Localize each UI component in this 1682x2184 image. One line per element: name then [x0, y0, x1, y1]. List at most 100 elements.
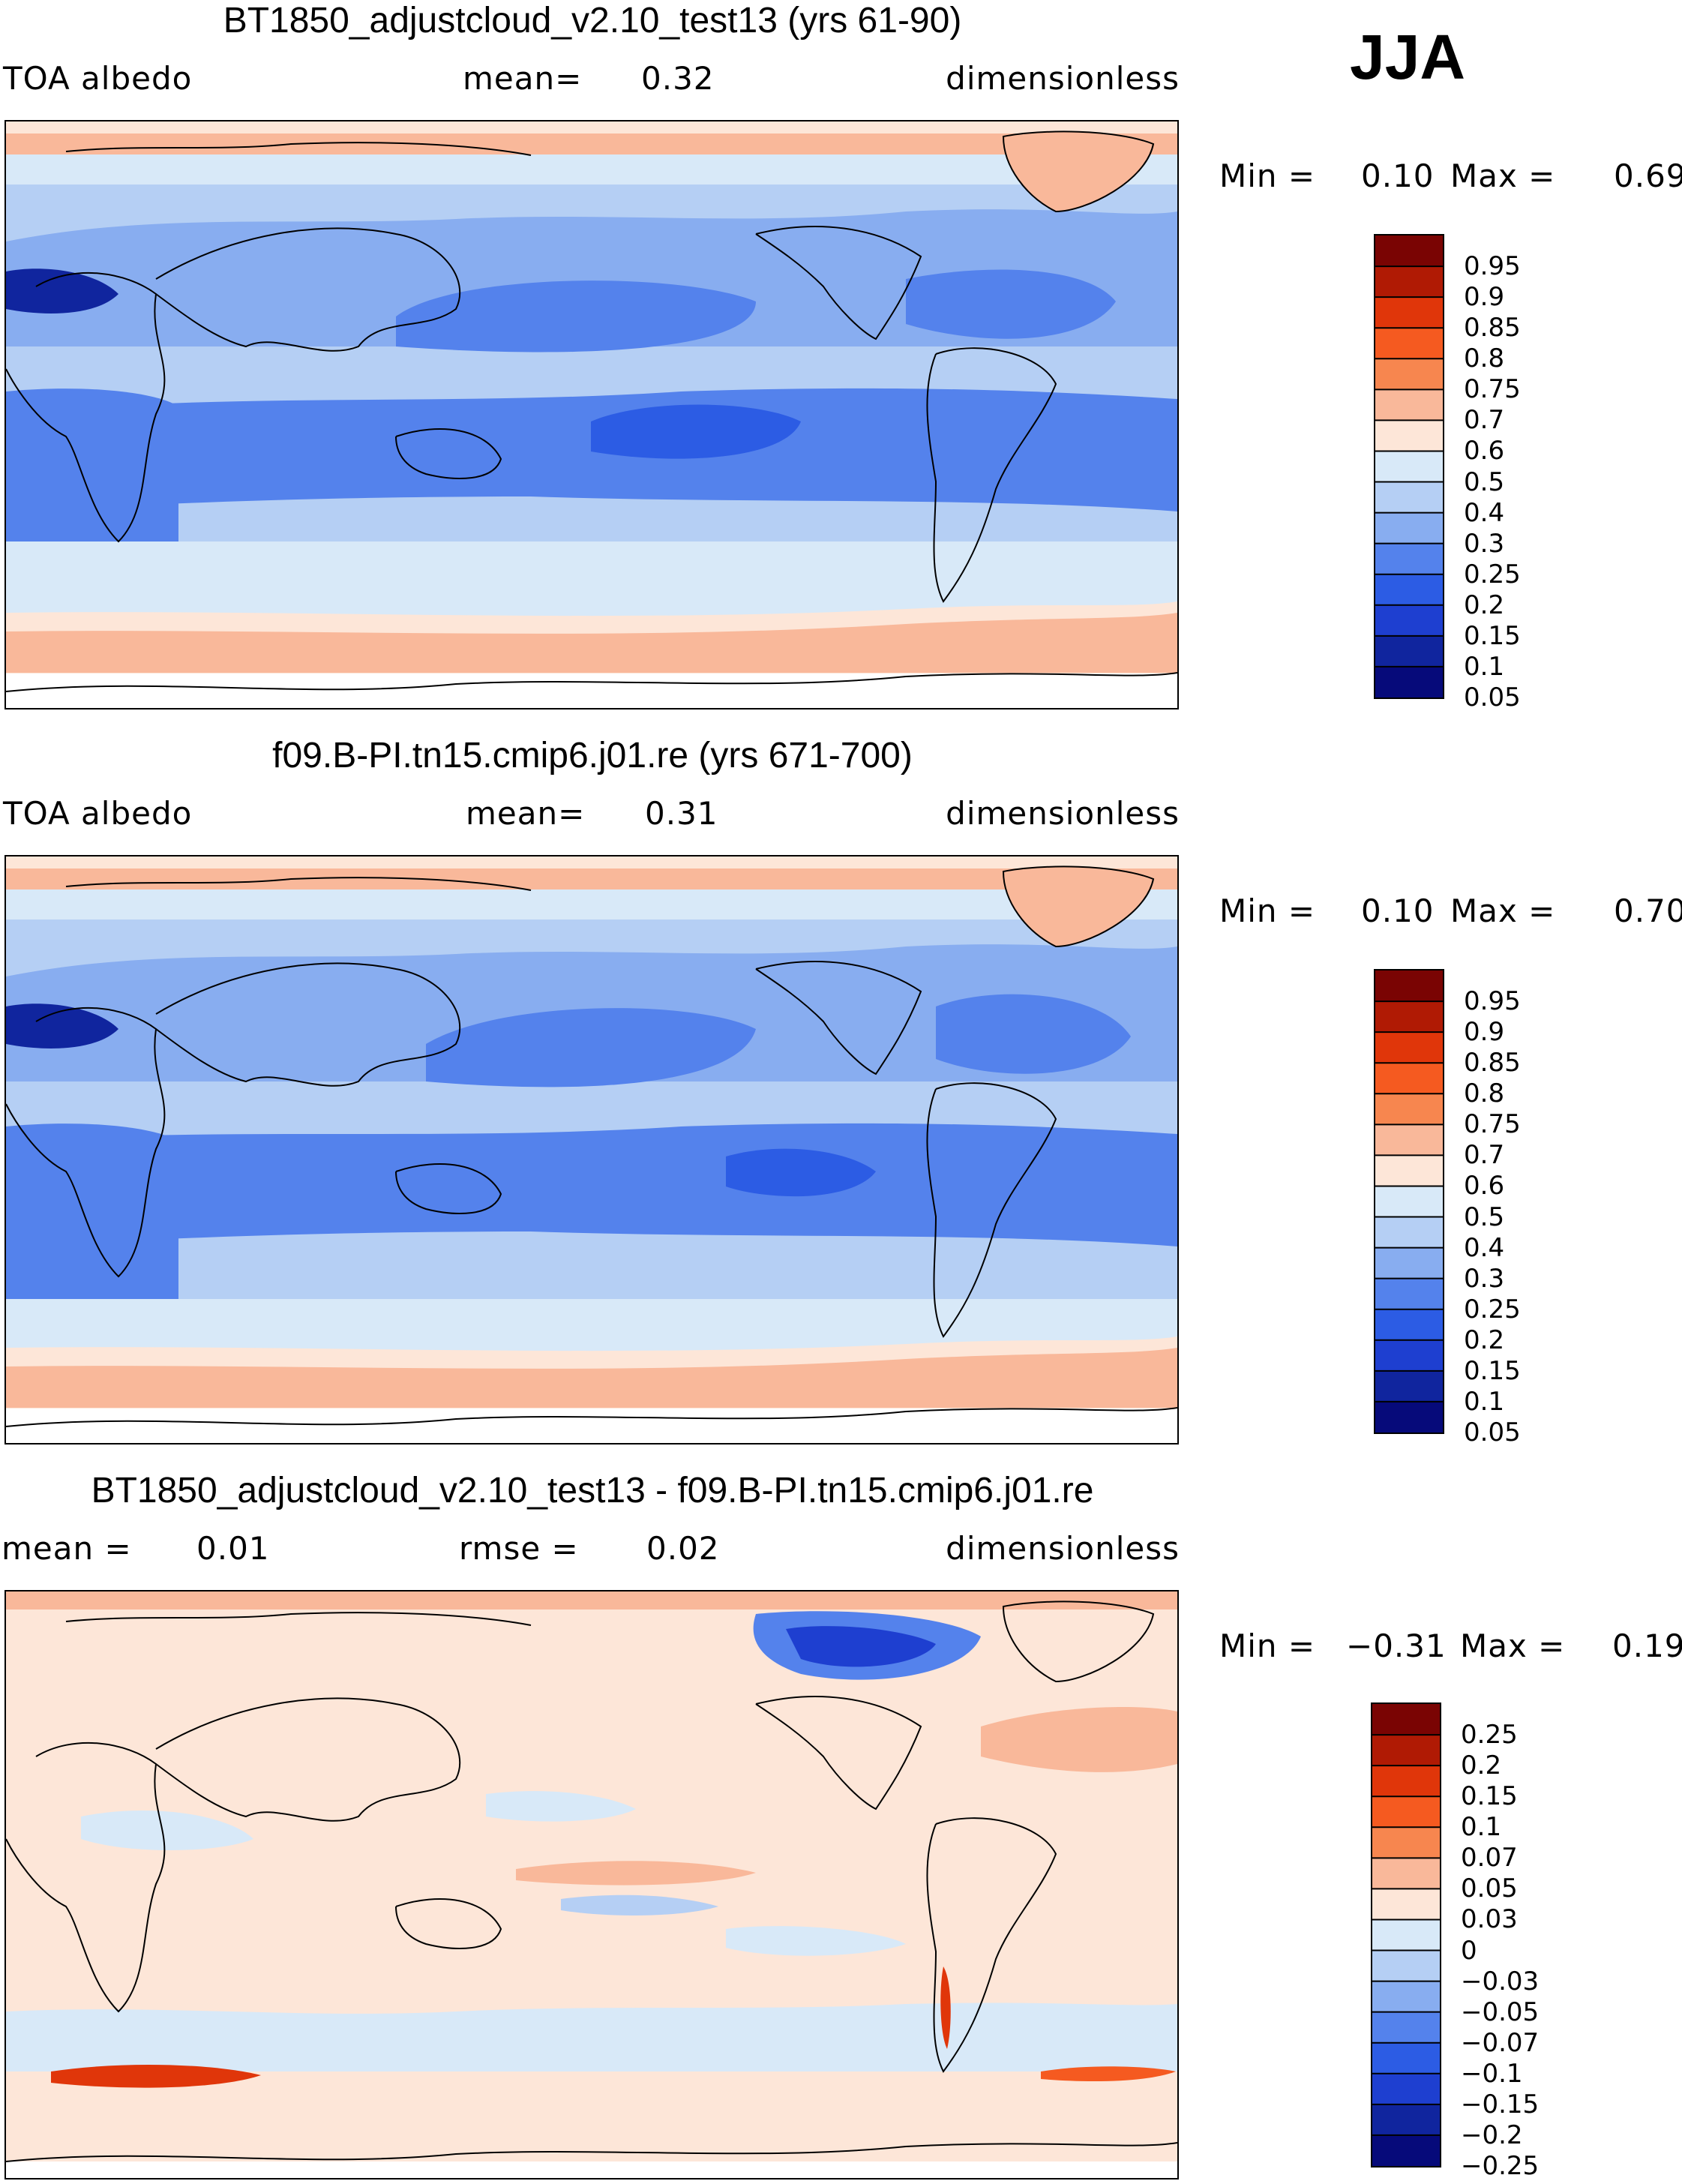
mean-label-middle: mean=	[466, 795, 586, 832]
colorbar-swatch	[1375, 482, 1443, 514]
colorbar-tick-label: 0.7	[1464, 405, 1505, 436]
colorbar-tick-label: 0.9	[1464, 282, 1505, 313]
colorbar-swatch	[1375, 1216, 1443, 1249]
colorbar-tick-label: 0.8	[1464, 344, 1505, 374]
mean-label-top: mean=	[463, 60, 583, 97]
mean-value-top: 0.32	[641, 60, 715, 97]
colorbar-tick-label: 0.1	[1464, 651, 1505, 682]
colorbar-swatch	[1372, 1827, 1440, 1858]
colorbar-tick-label: 0.75	[1464, 1109, 1521, 1140]
colorbar-tick-label: 0.9	[1464, 1017, 1505, 1048]
season-label: JJA	[1350, 22, 1466, 92]
colorbar-swatch	[1372, 1858, 1440, 1889]
colorbar-swatch	[1375, 266, 1443, 298]
colorbar-tick-label: 0.85	[1464, 1048, 1521, 1078]
colorbar-swatch	[1375, 1001, 1443, 1033]
mean-value-middle: 0.31	[645, 795, 718, 832]
colorbar-swatch	[1375, 358, 1443, 390]
colorbar-swatch	[1375, 970, 1443, 1002]
map-middle	[4, 855, 1179, 1444]
mean-label-bottom: mean =	[1, 1530, 132, 1567]
colorbar-swatch	[1372, 1704, 1440, 1736]
rmse-value-bottom: 0.02	[646, 1530, 720, 1567]
colorbar-tick-label: 0.2	[1464, 590, 1505, 620]
colorbar-swatch	[1375, 1247, 1443, 1280]
colorbar-tick-label: 0.4	[1464, 1232, 1505, 1263]
colorbar-tick-label: 0.03	[1461, 1904, 1518, 1935]
colorbar-swatch	[1375, 1155, 1443, 1186]
colorbar-tick-label: −0.03	[1461, 1966, 1540, 1996]
colorbar-tick-label: 0.75	[1464, 374, 1521, 405]
map-field-top	[6, 122, 1177, 708]
colorbar-tick-label: 0.15	[1464, 620, 1521, 651]
colorbar-swatch	[1375, 543, 1443, 575]
colorbar-tick-label: 0.7	[1464, 1140, 1505, 1171]
colorbar-tick-label: 0.05	[1464, 682, 1521, 712]
colorbar-tick-label: 0.3	[1464, 528, 1505, 559]
colorbar-tick-label: 0.6	[1464, 436, 1505, 466]
colorbar-tick-label: −0.1	[1461, 2058, 1523, 2089]
colorbar-swatch	[1372, 1735, 1440, 1766]
colorbar-bottom	[1371, 1702, 1441, 2168]
rmse-label-bottom: rmse =	[459, 1530, 579, 1567]
colorbar-tick-label: 0.5	[1464, 466, 1505, 497]
colorbar-swatch	[1372, 2073, 1440, 2105]
colorbar-swatch	[1372, 2012, 1440, 2044]
colorbar-tick-label: 0.05	[1461, 1874, 1518, 1904]
colorbar-swatch	[1375, 420, 1443, 452]
panel-title-bottom: BT1850_adjustcloud_v2.10_test13 - f09.B-…	[91, 1471, 1094, 1510]
colorbar-tick-label: 0.6	[1464, 1171, 1505, 1202]
colorbar-tick-label: 0.1	[1461, 1812, 1502, 1843]
colorbar-tick-label: −0.2	[1461, 2120, 1523, 2150]
colorbar-swatch	[1375, 297, 1443, 328]
colorbar-swatch	[1375, 1032, 1443, 1064]
map-top	[4, 120, 1179, 710]
colorbar-swatch	[1375, 1124, 1443, 1156]
map-bottom	[4, 1590, 1179, 2180]
colorbar-tick-label: −0.15	[1461, 2089, 1540, 2120]
colorbar-swatch	[1375, 1063, 1443, 1094]
colorbar-swatch	[1375, 512, 1443, 544]
colorbar-tick-label: 0.15	[1464, 1355, 1521, 1386]
min-value-middle: 0.10	[1361, 892, 1435, 929]
colorbar-tick-label: 0.95	[1464, 251, 1521, 282]
colorbar-tick-label: 0.95	[1464, 986, 1521, 1017]
variable-label-top: TOA albedo	[3, 60, 193, 97]
colorbar-swatch	[1372, 1766, 1440, 1797]
colorbar-tick-label: 0.25	[1461, 1720, 1518, 1750]
colorbar-swatch	[1372, 1919, 1440, 1952]
colorbar-tick-label: −0.07	[1461, 2027, 1540, 2058]
colorbar-tick-label: 0.2	[1464, 1324, 1505, 1355]
colorbar-tick-label: 0.25	[1464, 559, 1521, 590]
colorbar-tick-label: 0.2	[1461, 1750, 1502, 1781]
max-value-bottom: 0.19	[1612, 1628, 1682, 1664]
colorbar-swatch	[1375, 635, 1443, 668]
colorbar-tick-label: 0.15	[1461, 1781, 1518, 1812]
colorbar-tick-label: 0.5	[1464, 1202, 1505, 1232]
max-label-top: Max =	[1450, 158, 1556, 194]
colorbar-tick-label: 0.3	[1464, 1263, 1505, 1294]
colorbar-swatch	[1375, 1309, 1443, 1341]
colorbar-swatch	[1372, 1888, 1440, 1920]
colorbar-swatch	[1372, 2042, 1440, 2074]
colorbar-swatch	[1375, 389, 1443, 421]
units-label-top: dimensionless	[946, 60, 1180, 97]
colorbar-middle	[1374, 969, 1444, 1434]
colorbar-swatch	[1375, 666, 1443, 698]
colorbar-swatch	[1375, 328, 1443, 359]
colorbar-swatch	[1372, 1981, 1440, 2013]
max-value-top: 0.69	[1614, 158, 1682, 194]
colorbar-tick-label: 0.05	[1464, 1418, 1521, 1448]
colorbar-swatch	[1375, 451, 1443, 483]
colorbar-tick-label: −0.25	[1461, 2151, 1540, 2181]
panel-title-top: BT1850_adjustcloud_v2.10_test13 (yrs 61-…	[223, 1, 962, 40]
min-value-top: 0.10	[1361, 158, 1435, 194]
variable-label-middle: TOA albedo	[3, 795, 193, 832]
max-label-bottom: Max =	[1460, 1628, 1566, 1664]
colorbar-swatch	[1372, 1796, 1440, 1828]
map-field-bottom	[6, 1592, 1177, 2178]
colorbar-top	[1374, 234, 1444, 699]
colorbar-swatch	[1375, 604, 1443, 637]
map-field-middle	[6, 856, 1177, 1443]
min-label-top: Min =	[1219, 158, 1316, 194]
